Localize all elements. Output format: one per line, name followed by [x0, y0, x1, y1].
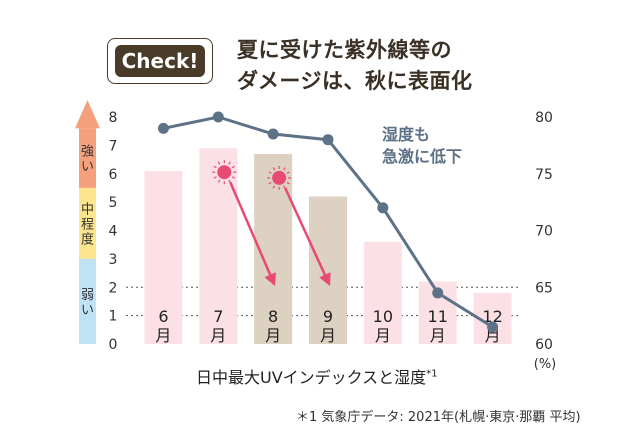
chart-title: 日中最大UVインデックスと湿度*1: [196, 364, 438, 388]
category-unit-12月: 月: [485, 326, 501, 345]
humidity-point-9月: [322, 134, 334, 146]
left-tick-6: 6: [109, 167, 118, 183]
uv-bar-10月: [363, 241, 402, 344]
humidity-point-10月: [377, 202, 389, 214]
uv-level-label-1: 強い: [81, 145, 94, 175]
category-number-10月: 10: [373, 307, 393, 326]
sun-ray-2-10: [283, 167, 286, 171]
right-tick-60: 60: [535, 337, 553, 353]
right-tick-75: 75: [535, 167, 553, 183]
decline-arrow-2: [284, 187, 331, 287]
sun-ray-2-2: [283, 185, 286, 189]
category-number-9月: 9: [323, 307, 333, 326]
humidity-point-6月: [157, 122, 169, 134]
sun-ray-1-1: [231, 176, 235, 179]
humidity-point-8月: [267, 128, 279, 140]
humidity-point-11月: [432, 287, 444, 299]
sun-ray-2-7: [268, 171, 272, 174]
sun-ray-1-4: [217, 179, 221, 183]
footnote: ＊1 気象庁データ: 2021年(札幌·東京·那覇 平均): [296, 410, 581, 425]
left-tick-0: 0: [109, 337, 118, 353]
sun-ray-2-5: [268, 181, 272, 185]
uv-level-band-3: [79, 258, 96, 344]
left-tick-1: 1: [109, 309, 118, 325]
check-badge: Check!: [115, 45, 205, 77]
chart-title-note: *1: [426, 368, 438, 380]
category-number-12月: 12: [482, 307, 502, 326]
category-number-11月: 11: [428, 307, 448, 326]
uv-strength-arrow-icon: [75, 99, 100, 129]
headline-line-1: 夏に受けた紫外線等の: [237, 38, 452, 62]
uv-bar-9月: [309, 196, 347, 344]
right-tick-80: 80: [535, 110, 553, 126]
left-tick-8: 8: [109, 110, 118, 126]
humidity-annotation: 湿度も急激に低下: [381, 125, 462, 166]
sun-ray-2-1: [286, 181, 290, 185]
chart-title-text: 日中最大UVインデックスと湿度: [196, 368, 427, 387]
left-tick-2: 2: [109, 280, 118, 296]
headline: 夏に受けた紫外線等の ダメージは、秋に表面化: [237, 35, 472, 97]
category-unit-7月: 月: [210, 326, 226, 345]
uv-bar-8月: [254, 153, 293, 344]
uv-level-label-2: 中程度: [81, 202, 94, 247]
sun-ray-1-11: [231, 165, 235, 169]
left-tick-5: 5: [109, 195, 118, 211]
right-tick-65: 65: [535, 280, 553, 296]
uv-level-band-2: [79, 187, 96, 259]
uv-bar-6月: [144, 170, 183, 344]
left-tick-7: 7: [109, 138, 118, 154]
category-unit-10月: 月: [375, 326, 391, 345]
right-axis-unit: (%): [534, 357, 557, 372]
sun-ray-1-10: [228, 161, 231, 165]
sun-ray-2-8: [272, 167, 276, 171]
sun-ray-1-7: [213, 165, 217, 169]
humidity-point-7月: [212, 111, 224, 123]
sun-ray-2-11: [286, 171, 290, 174]
sun-icon-1: [217, 165, 232, 180]
left-tick-3: 3: [109, 252, 118, 268]
category-number-6月: 6: [158, 307, 168, 326]
category-unit-6月: 月: [155, 326, 171, 345]
sun-ray-1-5: [213, 176, 217, 179]
category-unit-8月: 月: [265, 326, 281, 345]
humidity-point-12月: [487, 321, 499, 333]
left-tick-4: 4: [109, 224, 118, 240]
category-number-7月: 7: [213, 307, 223, 326]
sun-ray-1-8: [217, 161, 221, 165]
right-tick-70: 70: [535, 224, 553, 240]
sun-ray-1-2: [228, 179, 231, 183]
category-number-8月: 8: [268, 307, 278, 326]
uv-level-label-3: 弱い: [81, 288, 94, 318]
uv-bar-7月: [199, 148, 238, 344]
decline-arrow-1: [229, 181, 276, 287]
sun-ray-2-4: [272, 185, 276, 189]
uv-level-band-1: [79, 128, 96, 188]
category-unit-11月: 月: [430, 326, 446, 345]
headline-line-2: ダメージは、秋に表面化: [237, 69, 473, 93]
category-unit-9月: 月: [320, 326, 336, 345]
sun-icon-2: [272, 170, 287, 185]
check-callout: Check!: [107, 38, 213, 84]
